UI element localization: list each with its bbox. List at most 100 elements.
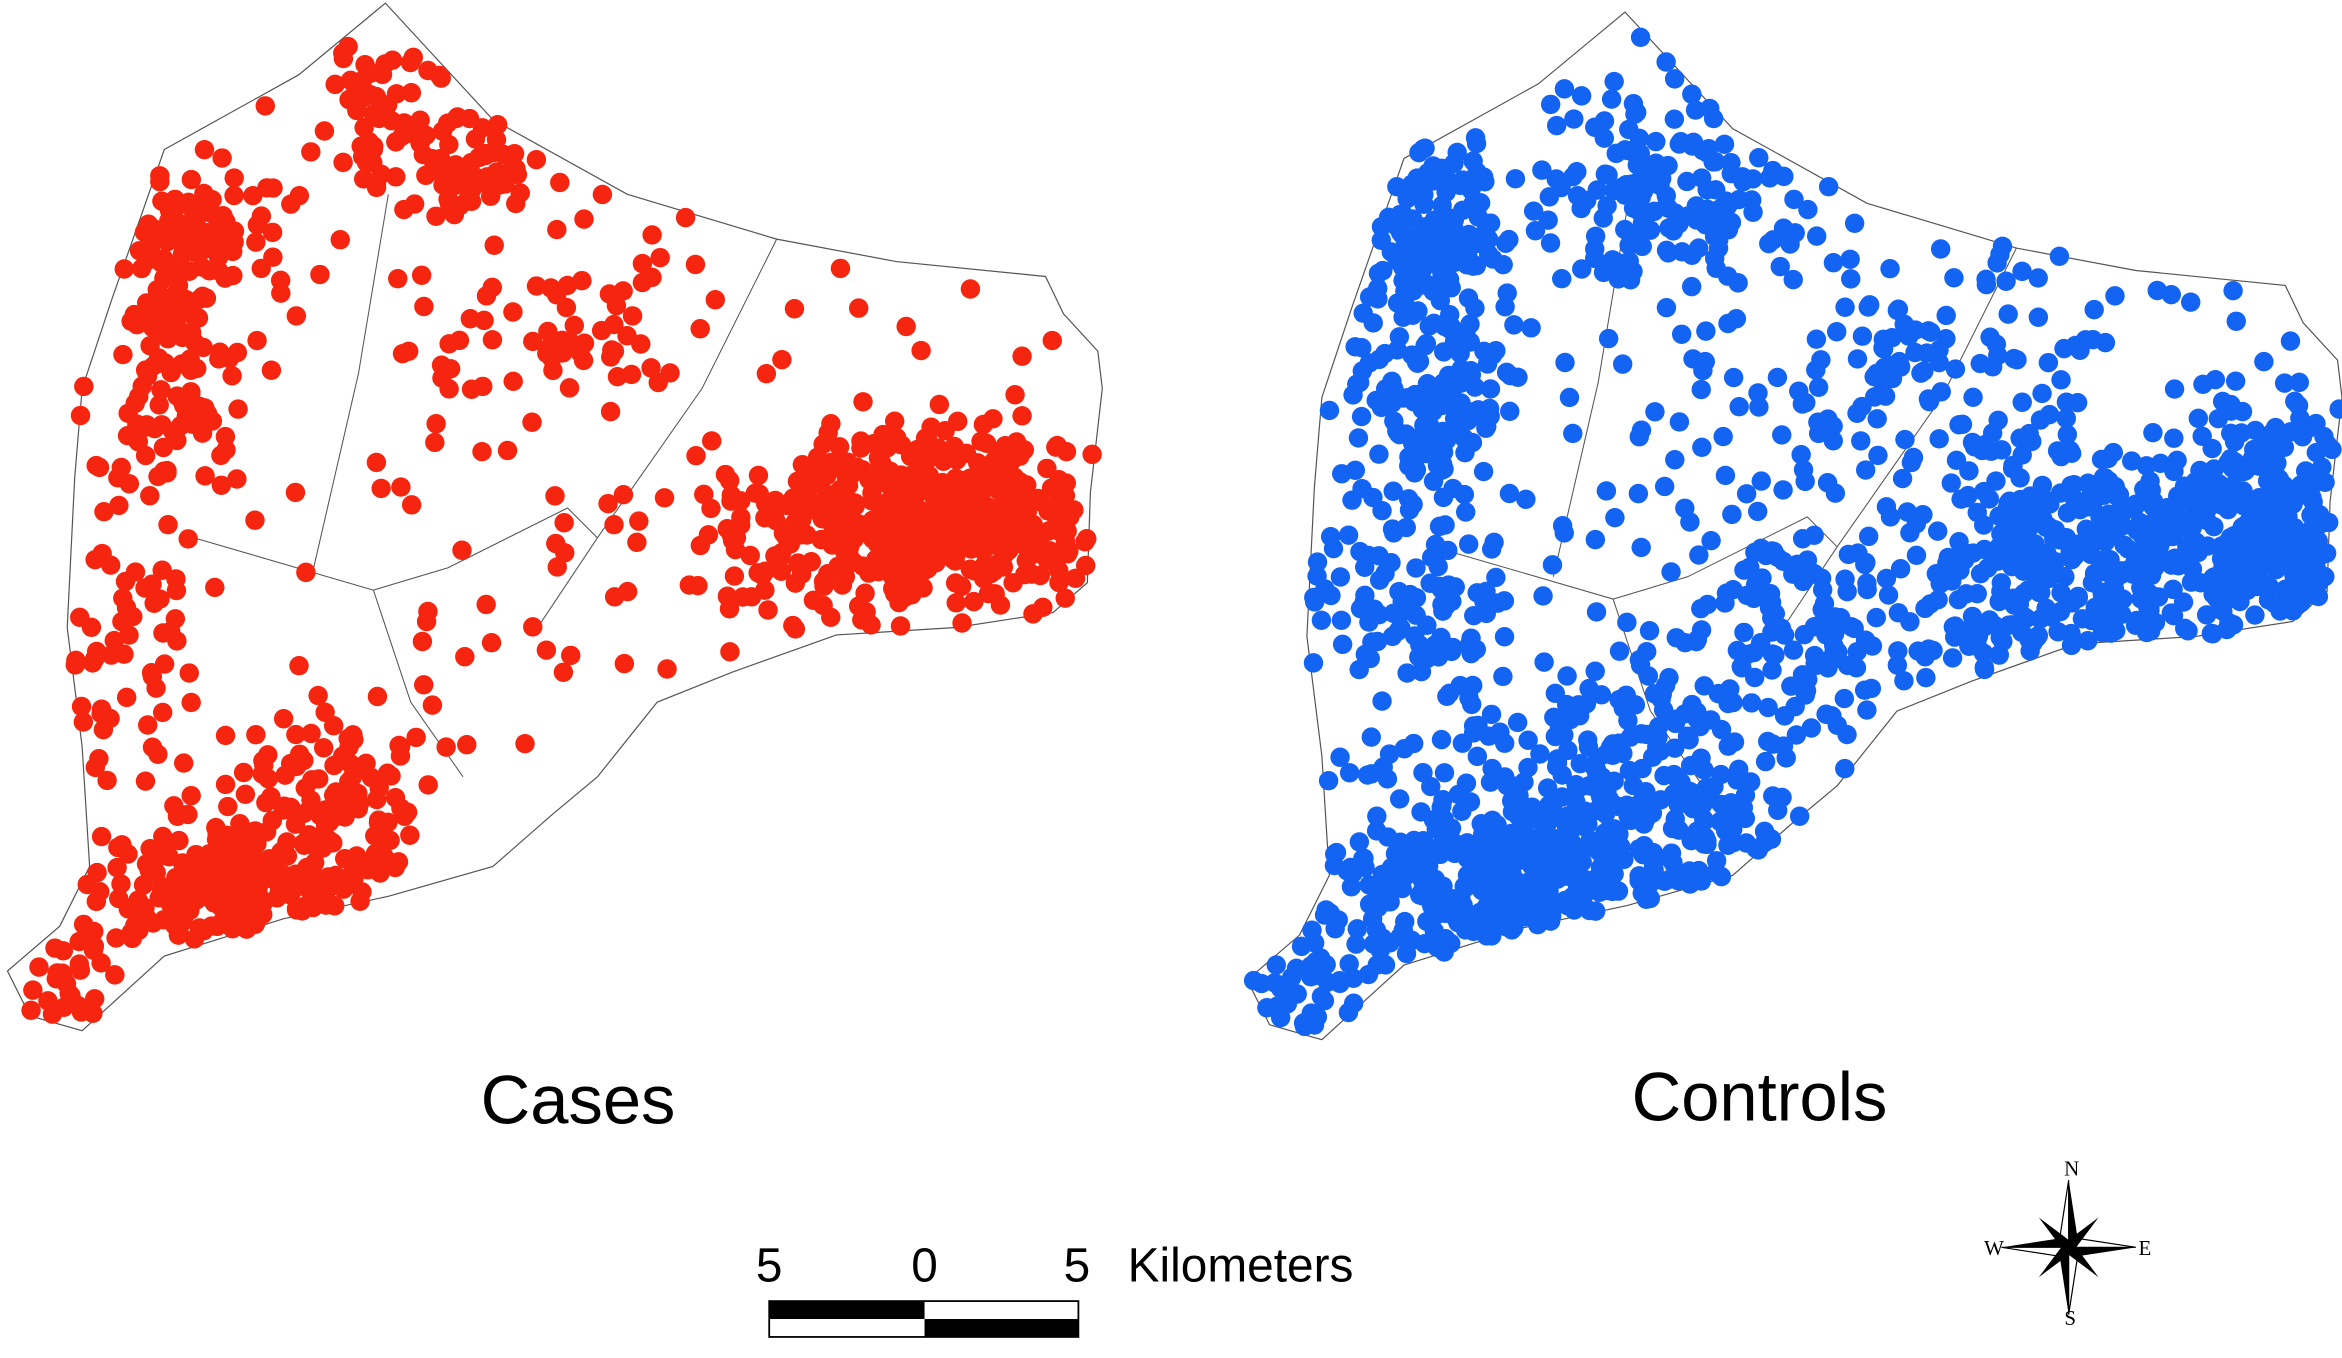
control-point: [1741, 693, 1762, 713]
map-label: Controls: [1632, 1058, 1888, 1135]
control-point: [1501, 902, 1521, 922]
control-point: [1876, 568, 1897, 589]
control-point: [1689, 545, 1709, 565]
case-point: [230, 814, 250, 834]
control-point: [2078, 631, 2098, 651]
case-point: [1076, 555, 1096, 576]
case-point: [830, 258, 851, 279]
control-point: [1349, 372, 1370, 393]
control-point: [2105, 601, 2125, 621]
case-point: [235, 784, 256, 805]
control-point: [1616, 175, 1636, 195]
control-point: [1605, 507, 1625, 528]
control-point: [1359, 875, 1379, 895]
control-point: [1379, 861, 1400, 881]
control-point: [1801, 718, 1822, 738]
control-point: [2270, 601, 2290, 621]
case-point: [144, 593, 164, 613]
control-point: [1418, 393, 1438, 413]
control-point: [1615, 219, 1635, 240]
control-point: [1958, 485, 1978, 506]
control-point: [1455, 502, 1476, 522]
case-point: [844, 552, 864, 572]
case-point: [106, 928, 126, 948]
case-point: [604, 515, 624, 535]
case-point: [195, 466, 215, 486]
case-point: [152, 191, 172, 211]
control-point: [1661, 562, 1681, 582]
control-point: [2254, 351, 2274, 372]
case-point: [115, 571, 136, 592]
case-point: [899, 584, 919, 605]
control-point: [1348, 428, 1369, 448]
case-point: [243, 847, 264, 867]
control-point: [1527, 859, 1548, 879]
control-point: [2118, 539, 2138, 559]
control-point: [1669, 412, 1690, 432]
case-point: [848, 596, 869, 616]
control-point: [1404, 463, 1425, 483]
case-point: [439, 379, 459, 399]
control-point: [1866, 607, 1886, 628]
case-point: [1049, 489, 1069, 509]
case-point: [170, 416, 191, 436]
control-point: [1560, 709, 1581, 730]
control-point: [1680, 512, 1700, 532]
case-point: [141, 663, 162, 683]
control-point: [2028, 307, 2049, 327]
control-point: [1844, 213, 1865, 234]
case-point: [105, 965, 125, 985]
case-point: [1012, 346, 1032, 366]
case-point: [418, 60, 438, 81]
control-point: [1604, 71, 1624, 92]
control-point: [1423, 471, 1444, 491]
control-point: [1488, 593, 1508, 613]
control-point: [1690, 204, 1710, 225]
case-point: [973, 414, 994, 435]
control-point: [1497, 775, 1517, 796]
control-point: [2099, 471, 2119, 491]
district-boundary: [1776, 247, 2017, 637]
control-point: [1758, 697, 1778, 718]
case-point: [151, 380, 171, 400]
control-point: [1963, 387, 1983, 408]
case-point: [813, 571, 834, 592]
control-point: [1367, 806, 1387, 826]
case-point: [818, 457, 838, 477]
control-point: [1677, 726, 1698, 746]
control-point: [1852, 326, 1873, 346]
case-point: [472, 441, 492, 462]
control-point: [1523, 201, 1544, 221]
case-point: [745, 483, 766, 503]
control-point: [1545, 726, 1566, 747]
control-point: [1989, 536, 2009, 557]
case-point: [273, 709, 294, 729]
control-point: [2211, 536, 2232, 556]
case-point: [629, 511, 649, 531]
control-point: [1764, 541, 1784, 562]
control-point: [1627, 155, 1648, 175]
case-point: [340, 70, 361, 91]
case-point: [321, 832, 342, 852]
control-point: [1408, 851, 1428, 872]
case-point: [158, 515, 178, 535]
control-point: [1930, 239, 1951, 259]
control-point: [1823, 431, 1843, 451]
control-point: [2329, 399, 2342, 419]
control-point: [2051, 583, 2071, 603]
control-point: [1658, 243, 1678, 263]
case-point: [475, 173, 496, 194]
control-point: [1690, 784, 1710, 805]
case-point: [159, 847, 179, 867]
control-point: [1343, 993, 1364, 1013]
control-point: [1682, 136, 1703, 156]
control-point: [1404, 830, 1424, 851]
control-point: [1906, 545, 1927, 566]
control-point: [1454, 484, 1475, 505]
control-point: [1480, 379, 1501, 399]
case-point: [181, 692, 201, 713]
control-point: [2180, 521, 2201, 541]
control-point: [1654, 476, 1675, 497]
control-point: [1665, 738, 1685, 758]
case-point: [366, 789, 387, 810]
